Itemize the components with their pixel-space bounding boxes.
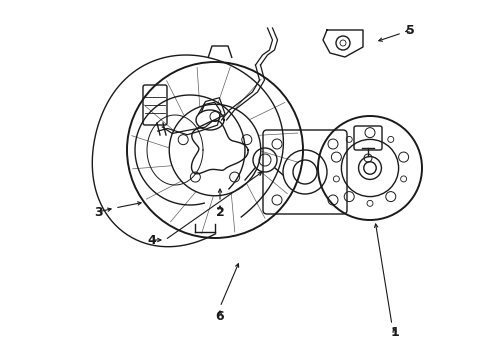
Text: 5: 5 (406, 23, 415, 36)
Text: 4: 4 (147, 234, 156, 247)
Text: 2: 2 (216, 206, 224, 219)
Text: 3: 3 (94, 206, 102, 219)
Text: 1: 1 (391, 327, 399, 339)
Text: 6: 6 (216, 310, 224, 324)
